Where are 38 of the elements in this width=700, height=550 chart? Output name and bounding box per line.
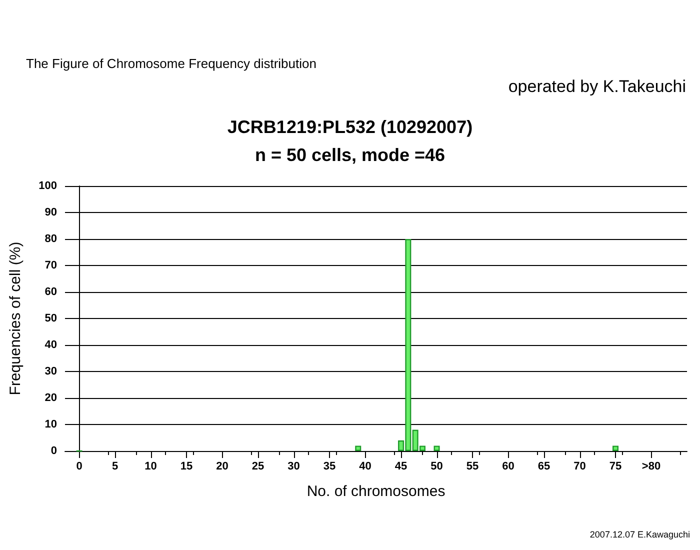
x-tick-label: 45: [394, 460, 408, 472]
chart-subtitle: n = 50 cells, mode =46: [254, 145, 446, 165]
y-tick-label: 10: [44, 418, 57, 430]
x-tick-label: 15: [180, 460, 193, 472]
bar: [434, 446, 440, 451]
y-tick-label: 50: [44, 312, 57, 324]
x-tick-label: >80: [642, 460, 661, 472]
x-tick-label: 50: [430, 460, 443, 472]
x-tick-label: 20: [216, 460, 228, 472]
x-tick-label: 10: [144, 460, 157, 472]
y-tick-label: 30: [44, 366, 57, 378]
y-tick-label: 100: [38, 180, 57, 192]
y-tick-label: 40: [44, 339, 57, 351]
text: The Figure of Chromosome Frequency distribution: [26, 56, 316, 71]
chart-title: JCRB1219:PL532 (10292007): [227, 117, 473, 137]
x-tick-label: 65: [538, 460, 550, 472]
y-tick-label: 90: [44, 206, 57, 218]
y-tick-label: 80: [44, 233, 57, 245]
x-tick-label: 0: [76, 460, 82, 472]
x-tick-label: 35: [323, 460, 336, 472]
x-tick-label: 40: [359, 460, 372, 472]
y-axis-title: Frequencies of cell (%): [7, 242, 24, 396]
y-tick-label: 0: [50, 445, 57, 457]
x-tick-label: 25: [252, 460, 264, 472]
x-tick-label: 60: [502, 460, 514, 472]
text: 2007.12.07 E.Kawaguchi: [590, 530, 690, 540]
x-tick-label: 5: [112, 460, 118, 472]
y-tick-label: 20: [44, 392, 57, 404]
y-tick-label: 60: [44, 286, 57, 298]
x-tick-label: 75: [609, 460, 622, 472]
x-tick-label: 55: [466, 460, 479, 472]
y-tick-label: 70: [44, 260, 57, 272]
x-tick-label: 30: [288, 460, 300, 472]
x-tick-label: 70: [574, 460, 586, 472]
bar: [612, 446, 619, 451]
x-axis-title: No. of chromosomes: [306, 483, 446, 500]
bar: [355, 446, 362, 451]
text: operated by K.Takeuchi: [508, 77, 686, 96]
